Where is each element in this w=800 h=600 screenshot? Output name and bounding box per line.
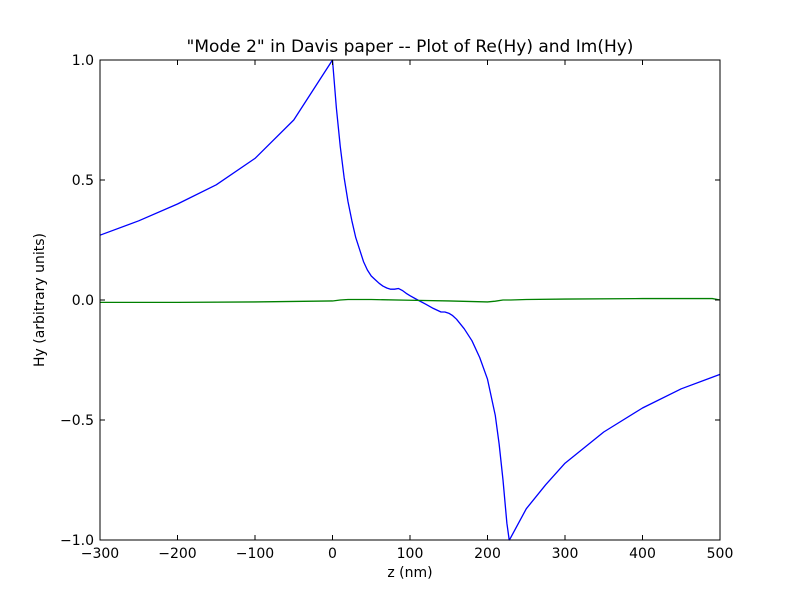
y-tick-label: 1.0 xyxy=(72,53,94,69)
chart-title: "Mode 2" in Davis paper -- Plot of Re(Hy… xyxy=(187,37,634,57)
x-tick-label: −100 xyxy=(236,546,274,562)
x-tick-label: 200 xyxy=(474,546,501,562)
x-tick-label: 0 xyxy=(328,546,337,562)
x-tick-label: 300 xyxy=(552,546,579,562)
y-tick-label: 0.0 xyxy=(72,293,94,309)
y-axis-label: Hy (arbitrary units) xyxy=(32,233,48,367)
series-layer xyxy=(99,59,721,541)
x-tick-label: −300 xyxy=(81,546,119,562)
series-line-0 xyxy=(99,59,721,541)
series-line-1 xyxy=(100,297,721,304)
x-tick-label: 400 xyxy=(629,546,656,562)
x-axis-label: z (nm) xyxy=(387,565,432,581)
x-tick-label: 500 xyxy=(707,546,734,562)
x-tick-label: −200 xyxy=(158,546,196,562)
x-tick-label: 100 xyxy=(397,546,424,562)
tick-layer: −300 −200 −100 0 100 200 300 400 500 1.0 0.5 0.0 −0.… xyxy=(60,53,733,562)
y-tick-label: −0.5 xyxy=(60,413,94,429)
y-tick-label: 0.5 xyxy=(72,173,94,189)
y-tick-label: −1.0 xyxy=(60,533,94,549)
